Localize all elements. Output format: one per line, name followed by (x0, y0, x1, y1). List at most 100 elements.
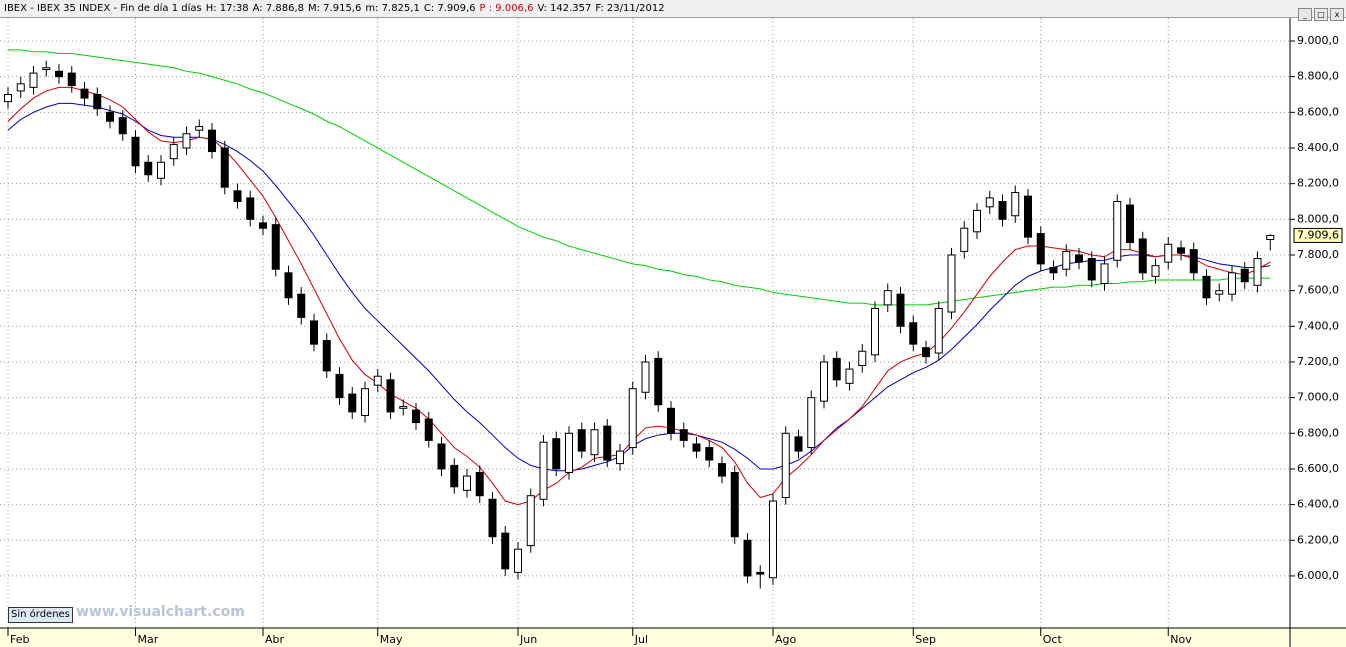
close-button[interactable]: x (1330, 8, 1344, 21)
candle-body (1253, 258, 1262, 286)
ma-line (7, 86, 1271, 506)
x-tick-label: May (380, 633, 403, 646)
candle-body (705, 447, 714, 461)
y-tick-label: 6.800,0 (1297, 426, 1339, 439)
x-tick-label: Oct (1043, 633, 1063, 646)
candle-body (1202, 275, 1211, 299)
header-field: M: 7.915,6 (308, 3, 362, 14)
header-field: P : 9.006,6 (479, 3, 534, 14)
min-button[interactable]: _ (1298, 8, 1312, 21)
x-tick-label: Abr (265, 633, 285, 646)
candle-body (195, 126, 204, 131)
candle-body (794, 436, 803, 452)
last-price-label: 7.909,6 (1297, 228, 1339, 241)
candle-body (220, 147, 229, 188)
candle-body (667, 407, 675, 434)
candle-body (1126, 204, 1134, 243)
last-price-box (1293, 227, 1343, 243)
candle-body (514, 548, 522, 573)
candle-body (1011, 192, 1020, 217)
candle-body (361, 388, 369, 416)
candle-body (1036, 233, 1045, 265)
candle-body (820, 361, 828, 402)
y-tick-label: 7.800,0 (1297, 248, 1339, 261)
candle-body (348, 393, 357, 413)
candle-body (322, 340, 331, 372)
y-tick-label: 8.200,0 (1297, 177, 1339, 190)
candle-body (590, 429, 599, 456)
candle-body (67, 72, 76, 87)
candle-body (577, 429, 586, 452)
candle-body (80, 88, 89, 99)
candle-body (1240, 268, 1249, 283)
candle-body (335, 373, 344, 399)
candle-body (29, 72, 38, 88)
candle-body (1228, 272, 1236, 295)
header-field: IBEX - IBEX 35 INDEX - Fin de día 1 días (4, 3, 202, 14)
candle-body (616, 450, 624, 465)
ma-line (7, 102, 1271, 472)
window-buttons[interactable]: _ □ x (1296, 2, 1344, 21)
orders-button[interactable]: Sin órdenes (8, 607, 73, 623)
candle-body (973, 209, 981, 233)
candle-body (246, 197, 255, 220)
candle-body (297, 293, 306, 318)
candle-body (144, 161, 153, 176)
y-tick-label: 7.600,0 (1297, 284, 1339, 297)
candle-body (373, 375, 382, 386)
candle-body (871, 307, 879, 356)
watermark: www.visualchart.com (76, 604, 245, 620)
candle-body (157, 161, 165, 179)
candle-body (169, 143, 178, 160)
x-tick-label: Jul (634, 633, 648, 646)
candle-body (463, 475, 471, 491)
candle-body (1024, 195, 1032, 238)
candle-body (208, 129, 216, 153)
candle-body (106, 111, 114, 122)
candle-body (412, 409, 420, 424)
candle-body (539, 441, 548, 500)
candle-body (1151, 265, 1160, 277)
x-tick-label: Sep (915, 633, 936, 646)
candle-body (55, 70, 63, 78)
candle-body (743, 539, 752, 577)
candle-body (679, 429, 688, 441)
candle-body (985, 197, 994, 208)
candle-body (526, 495, 535, 547)
max-button[interactable]: □ (1314, 8, 1328, 21)
x-tick-label: Jun (519, 633, 537, 646)
candle-body (1049, 266, 1058, 274)
candle-body (858, 350, 867, 367)
header-field: H: 17:38 (205, 3, 249, 14)
x-tick-label: Mar (138, 633, 159, 646)
candle-body (718, 463, 726, 477)
candle-body (284, 272, 293, 299)
candle-body (769, 500, 777, 579)
candle-body (131, 136, 140, 167)
candle-body (1062, 250, 1071, 270)
candle-body (42, 67, 51, 71)
candle-body (1087, 258, 1096, 281)
candle-body (118, 117, 127, 135)
candle-body (922, 347, 930, 358)
candle-body (1215, 290, 1224, 295)
x-tick-label: Feb (10, 633, 29, 646)
candle-body (1100, 263, 1109, 285)
candle-body (1075, 254, 1083, 263)
y-tick-label: 7.000,0 (1297, 391, 1339, 404)
candle-body (896, 293, 905, 327)
ma-line (8, 49, 1271, 306)
candle-body (4, 93, 12, 103)
candle-body (501, 532, 510, 570)
candle-body (654, 357, 663, 406)
y-tick-label: 8.400,0 (1297, 141, 1339, 154)
candle-body (934, 307, 943, 354)
candle-body (386, 379, 395, 413)
candle-body (1189, 249, 1198, 274)
candle-body (909, 322, 918, 345)
candle-body (947, 254, 956, 313)
header-field: A: 7.886,8 (252, 3, 304, 14)
header-field: m: 7.825,1 (365, 3, 420, 14)
y-tick-label: 6.600,0 (1297, 462, 1339, 475)
y-tick-label: 6.200,0 (1297, 533, 1339, 546)
